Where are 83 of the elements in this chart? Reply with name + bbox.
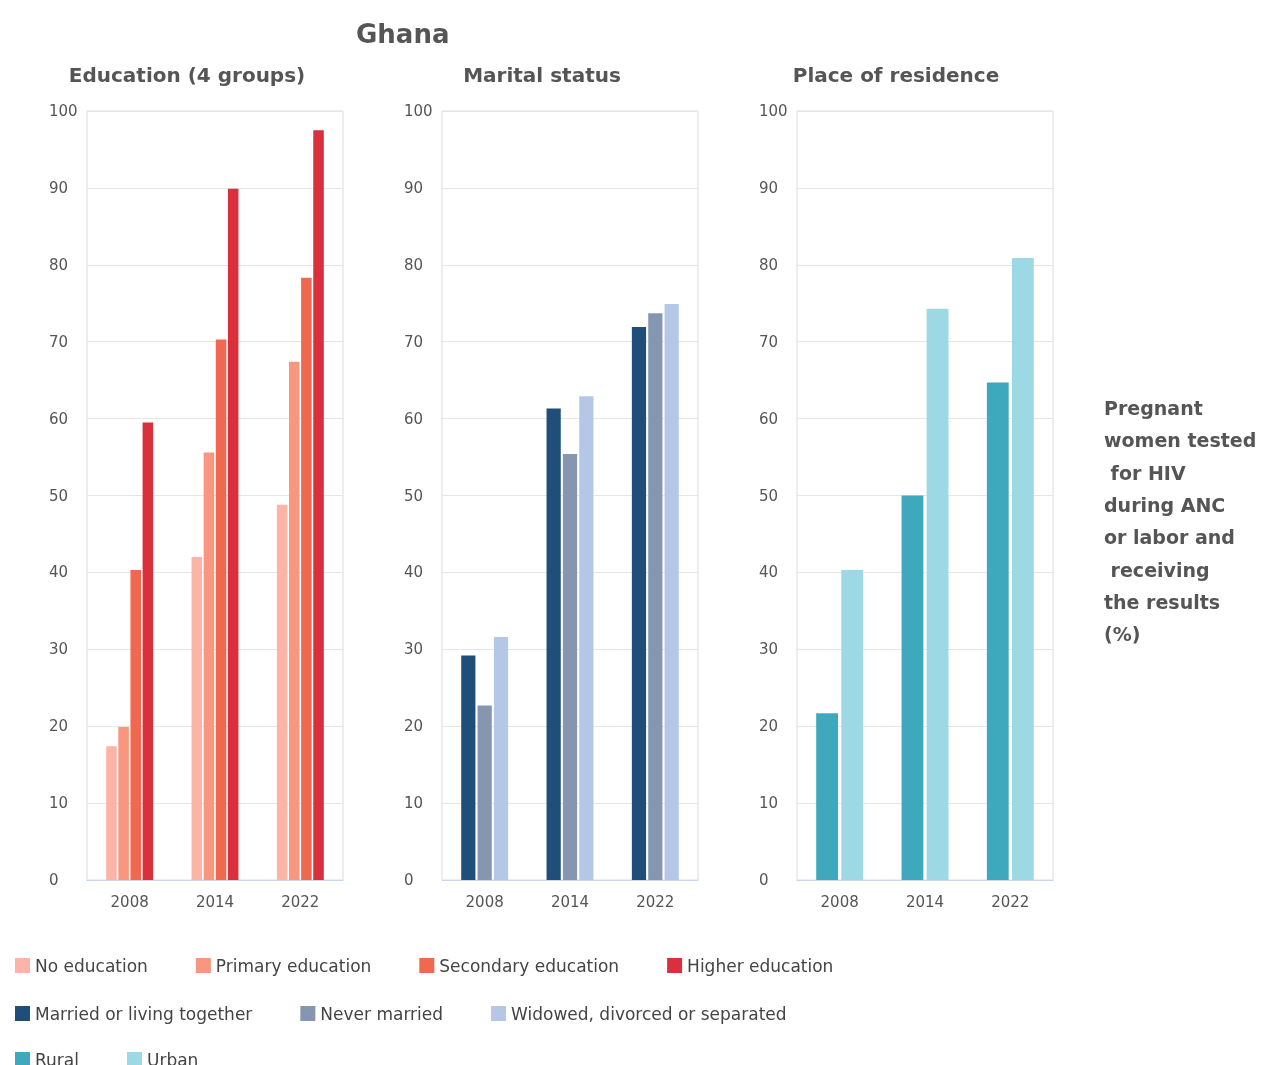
x-tick-label: 2014 <box>905 892 945 911</box>
x-tick-label: 2014 <box>550 892 590 911</box>
y-tick-label: 40 <box>49 563 69 582</box>
legend-label: Higher education <box>687 955 834 976</box>
x-tick-label: 2022 <box>281 892 320 911</box>
x-tick-label: 2008 <box>820 892 859 911</box>
x-tick-label: 2022 <box>991 892 1030 911</box>
bar <box>648 313 663 880</box>
y-tick-label: 20 <box>759 717 779 736</box>
bar <box>477 705 492 880</box>
y-tick-label: 40 <box>759 563 779 582</box>
y-tick-label: 10 <box>49 794 69 813</box>
bar <box>631 327 647 880</box>
bar <box>1011 257 1034 880</box>
legend-label: Never married <box>320 1003 444 1024</box>
y-tick-label: 50 <box>404 486 424 505</box>
bar <box>203 452 215 880</box>
bar <box>546 408 561 880</box>
bar <box>130 570 141 880</box>
y-tick-label: 0 <box>759 871 769 889</box>
bar <box>841 570 864 880</box>
y-tick-label: 0 <box>49 871 59 889</box>
y-tick-label: 80 <box>404 255 424 274</box>
y-tick-label: 50 <box>759 486 779 505</box>
bar <box>493 637 509 880</box>
y-tick-label: 60 <box>49 409 69 428</box>
bar <box>106 746 117 880</box>
bar <box>276 504 288 880</box>
y-tick-label: 10 <box>404 794 424 813</box>
bar <box>816 713 839 880</box>
y-tick-label: 50 <box>49 486 69 505</box>
y-tick-label: 90 <box>404 178 424 197</box>
y-tick-label: 80 <box>49 255 69 274</box>
legend-label: Urban <box>146 1049 199 1065</box>
chart-title: Education (4 groups) <box>68 63 306 87</box>
chart-title: Place of residence <box>792 63 1000 87</box>
x-tick-label: 2008 <box>110 892 149 911</box>
bar <box>301 277 312 880</box>
y-tick-label: 100 <box>759 102 788 120</box>
bar <box>579 396 594 880</box>
legend-label: Secondary education <box>439 955 620 976</box>
bar <box>664 304 679 880</box>
y-tick-label: 70 <box>49 332 69 351</box>
text: Ghana <box>356 19 450 50</box>
bar <box>191 557 203 880</box>
bar <box>289 361 300 880</box>
chart-title: Marital status <box>463 63 621 87</box>
legend-label: No education <box>35 955 148 976</box>
y-tick-label: 100 <box>49 102 78 120</box>
y-tick-label: 90 <box>759 178 779 197</box>
x-tick-label: 2022 <box>636 892 675 911</box>
y-tick-label: 70 <box>759 332 779 351</box>
legend-label: Rural <box>35 1049 79 1065</box>
text: Pregnant women tested for HIV during ANC or labor and receiving the results (%) <box>1104 397 1257 646</box>
x-tick-label: 2014 <box>195 892 235 911</box>
y-tick-label: 30 <box>49 640 69 659</box>
y-tick-label: 0 <box>404 871 414 889</box>
y-tick-label: 20 <box>404 717 424 736</box>
y-tick-label: 60 <box>759 409 779 428</box>
bar <box>901 495 924 880</box>
bar <box>562 453 578 880</box>
y-tick-label: 20 <box>49 717 69 736</box>
bar <box>142 422 154 880</box>
bar <box>118 726 129 880</box>
bar <box>313 130 324 880</box>
y-tick-label: 100 <box>404 102 433 120</box>
legend-label: Widowed, divorced or separated <box>511 1003 787 1024</box>
bar <box>986 382 1009 880</box>
y-tick-label: 30 <box>404 640 424 659</box>
bar <box>215 339 227 880</box>
bar <box>926 308 949 880</box>
y-tick-label: 90 <box>49 178 69 197</box>
y-tick-label: 40 <box>404 563 424 582</box>
legend-label: Primary education <box>215 955 372 976</box>
x-tick-label: 2008 <box>465 892 504 911</box>
y-tick-label: 10 <box>759 794 779 813</box>
bar <box>227 188 239 880</box>
y-tick-label: 30 <box>759 640 779 659</box>
bar <box>461 655 476 880</box>
y-tick-label: 80 <box>759 255 779 274</box>
y-tick-label: 70 <box>404 332 424 351</box>
y-tick-label: 60 <box>404 409 424 428</box>
legend-label: Married or living together <box>35 1003 253 1024</box>
